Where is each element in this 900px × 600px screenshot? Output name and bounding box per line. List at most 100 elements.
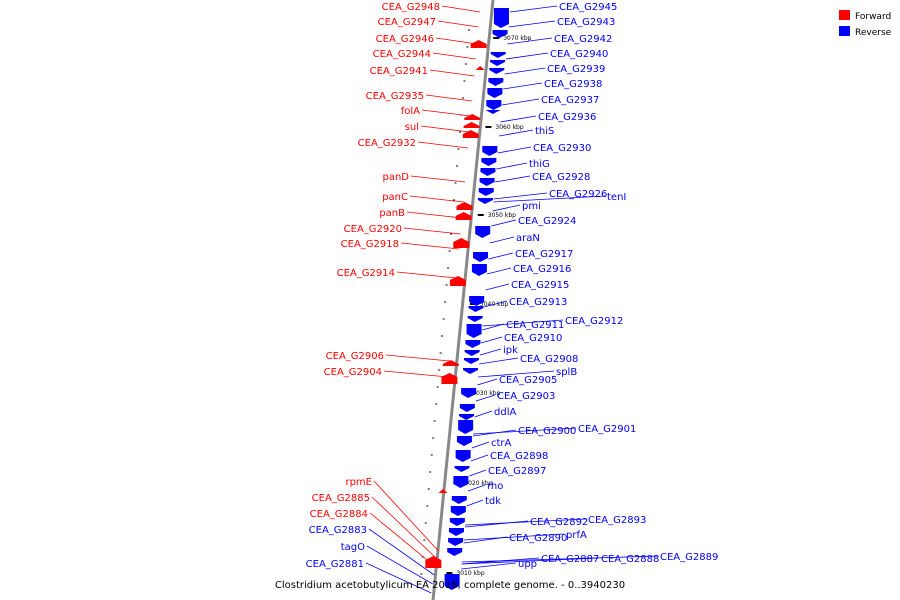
forward-gene-label[interactable]: CEA_G2883 — [309, 525, 367, 536]
reverse-gene-label[interactable]: tenI — [607, 192, 626, 203]
reverse-gene-label[interactable]: CEA_G2903 — [497, 391, 555, 402]
reverse-gene-label[interactable]: CEA_G2900 — [518, 426, 576, 437]
forward-gene-label[interactable]: CEA_G2918 — [341, 239, 399, 250]
reverse-gene-label[interactable]: CEA_G2905 — [499, 375, 557, 386]
forward-gene-label[interactable]: CEA_G2885 — [312, 493, 370, 504]
scale-tick-label: 3060 kbp — [495, 124, 523, 131]
reverse-gene-label[interactable]: CEA_G2928 — [532, 172, 590, 183]
scale-tick-label: 3020 kbp — [464, 480, 492, 487]
forward-gene-label[interactable]: tagO — [341, 542, 365, 553]
reverse-gene-block — [485, 110, 501, 114]
gene-leader-line — [409, 195, 464, 203]
forward-gene-label[interactable]: CEA_G2881 — [306, 559, 364, 570]
forward-gene-label[interactable]: panD — [382, 172, 409, 183]
reverse-gene-block — [463, 358, 479, 364]
forward-gene-label[interactable]: CEA_G2906 — [326, 351, 384, 362]
forward-gene-label[interactable]: CEA_G2932 — [358, 138, 416, 149]
gene-leader-line — [482, 323, 505, 331]
reverse-gene-label[interactable]: upp — [518, 559, 537, 570]
forward-gene-label[interactable]: CEA_G2941 — [370, 66, 428, 77]
reverse-gene-label[interactable]: CEA_G2943 — [557, 17, 615, 28]
reverse-gene-block — [467, 316, 483, 322]
reverse-gene-label[interactable]: CEA_G2912 — [565, 316, 623, 327]
reverse-gene-label[interactable]: ipk — [503, 345, 518, 356]
reverse-gene-label[interactable]: CEA_G2945 — [559, 2, 617, 13]
reverse-gene-label[interactable]: CEA_G2897 — [488, 466, 546, 477]
forward-gene-label[interactable]: CEA_G2904 — [324, 367, 382, 378]
gene-leader-line — [429, 69, 475, 77]
reverse-gene-label[interactable]: rho — [487, 481, 503, 492]
reverse-gene-label[interactable]: CEA_G2939 — [547, 64, 605, 75]
reverse-gene-label[interactable]: CEA_G2936 — [538, 112, 596, 123]
forward-gene-block — [441, 373, 458, 384]
reverse-gene-label[interactable]: CEA_G2901 — [578, 424, 636, 435]
forward-gene-label[interactable]: CEA_G2946 — [376, 34, 434, 45]
reverse-gene-label[interactable]: CEA_G2924 — [518, 216, 576, 227]
gene-leader-line — [493, 192, 548, 200]
reverse-gene-label[interactable]: ctrA — [491, 438, 512, 449]
reverse-gene-label[interactable]: CEA_G2908 — [520, 354, 578, 365]
forward-gene-label[interactable]: CEA_G2935 — [366, 91, 424, 102]
reverse-gene-label[interactable]: CEA_G2889 — [660, 552, 718, 563]
gene-leader-line — [486, 267, 512, 275]
reverse-gene-block — [447, 548, 463, 556]
reverse-gene-label[interactable]: splB — [556, 367, 577, 378]
reverse-gene-label[interactable]: CEA_G2938 — [544, 79, 602, 90]
reverse-gene-label[interactable]: ddlA — [494, 407, 516, 418]
reverse-gene-label[interactable]: CEA_G2916 — [513, 264, 571, 275]
gene-leader-line — [472, 429, 517, 437]
forward-gene-label[interactable]: panC — [382, 192, 408, 203]
gene-leader-line — [509, 5, 558, 13]
reverse-gene-label[interactable]: thiS — [535, 126, 554, 137]
reverse-gene-label[interactable]: araN — [516, 233, 540, 244]
gene-leader-line — [369, 512, 436, 568]
reverse-gene-label[interactable]: CEA_G2926 — [549, 189, 607, 200]
forward-gene-label[interactable]: panB — [379, 208, 405, 219]
forward-gene-label[interactable]: sul — [405, 122, 419, 133]
gene-leader-line — [366, 545, 433, 585]
reverse-gene-label[interactable]: pmi — [522, 201, 541, 212]
reverse-gene-label[interactable]: CEA_G2890 — [509, 533, 567, 544]
reverse-gene-label[interactable]: prfA — [566, 530, 587, 541]
gene-leader-line — [383, 370, 449, 378]
forward-gene-block — [456, 202, 473, 210]
forward-gene-label[interactable]: folA — [401, 106, 420, 117]
reverse-gene-block — [486, 100, 502, 110]
reverse-gene-label[interactable]: CEA_G2893 — [588, 515, 646, 526]
reverse-gene-label[interactable]: CEA_G2887 — [541, 554, 599, 565]
reverse-gene-block — [482, 146, 498, 156]
forward-gene-label[interactable]: CEA_G2944 — [373, 49, 431, 60]
reverse-gene-block — [444, 574, 460, 590]
forward-gene-block — [442, 360, 459, 366]
forward-gene-block — [425, 556, 442, 568]
reverse-gene-block — [478, 188, 494, 196]
gene-leader-line — [465, 518, 587, 526]
reverse-gene-label[interactable]: CEA_G2913 — [509, 297, 567, 308]
reverse-gene-label[interactable]: CEA_G2940 — [550, 49, 608, 60]
reverse-gene-block — [459, 414, 475, 420]
gene-leader-line — [480, 336, 503, 344]
reverse-gene-label[interactable]: CEA_G2930 — [533, 143, 591, 154]
reverse-gene-label[interactable]: CEA_G2942 — [554, 34, 612, 45]
reverse-gene-label[interactable]: CEA_G2892 — [530, 517, 588, 528]
reverse-gene-label[interactable]: CEA_G2910 — [504, 333, 562, 344]
reverse-gene-label[interactable]: thiG — [529, 159, 550, 170]
reverse-gene-label[interactable]: tdk — [485, 496, 501, 507]
reverse-gene-label[interactable]: CEA_G2917 — [515, 249, 573, 260]
reverse-gene-label[interactable]: CEA_G2937 — [541, 95, 599, 106]
forward-gene-label[interactable]: CEA_G2948 — [382, 2, 440, 13]
forward-gene-label[interactable]: CEA_G2884 — [310, 509, 368, 520]
reverse-gene-block — [454, 466, 470, 472]
forward-gene-label[interactable]: rpmE — [345, 477, 372, 488]
forward-gene-label[interactable]: CEA_G2947 — [378, 17, 436, 28]
forward-gene-label[interactable]: CEA_G2914 — [337, 268, 395, 279]
reverse-gene-block — [458, 420, 474, 434]
reverse-gene-label[interactable]: CEA_G2911 — [506, 320, 564, 331]
scale-tick-label: 3050 kbp — [488, 212, 516, 219]
forward-gene-label[interactable]: CEA_G2920 — [344, 224, 402, 235]
reverse-gene-block — [453, 476, 469, 488]
reverse-gene-label[interactable]: CEA_G2888 — [601, 554, 659, 565]
reverse-gene-label[interactable]: CEA_G2915 — [511, 280, 569, 291]
reverse-gene-label[interactable]: CEA_G2898 — [490, 451, 548, 462]
forward-gene-block — [453, 238, 470, 248]
